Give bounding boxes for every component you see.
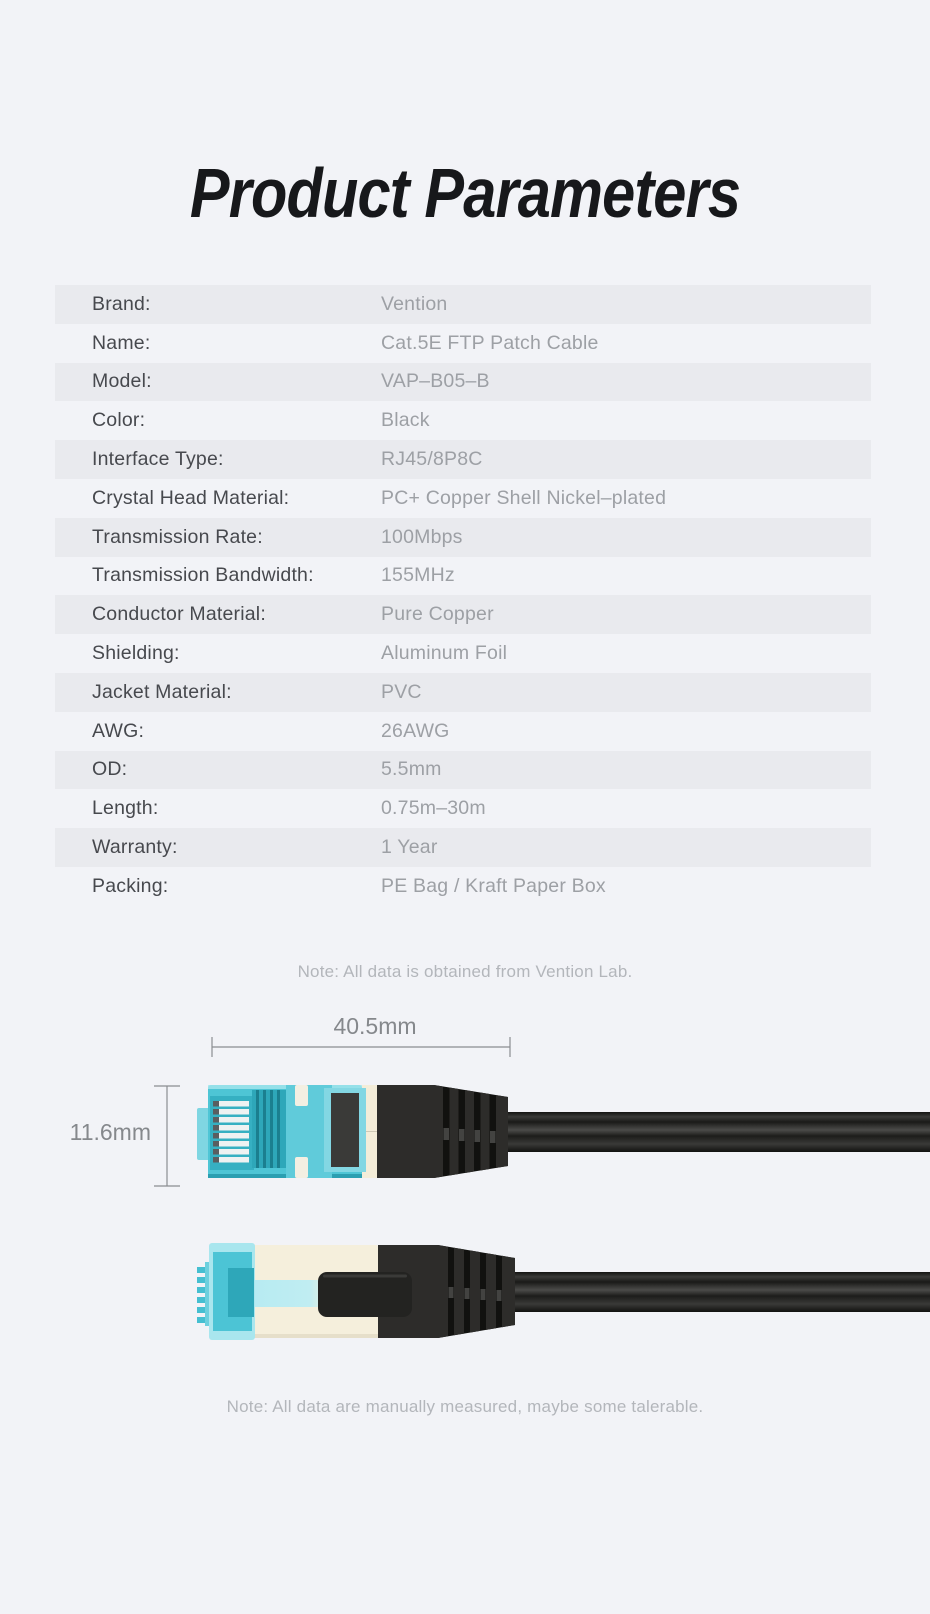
table-row: Interface Type: RJ45/8P8C [55,440,871,479]
table-row: Color: Black [55,401,871,440]
spec-label: OD: [92,758,128,781]
spec-value: Cat.5E FTP Patch Cable [381,331,599,354]
measurement-note: Note: All data are manually measured, ma… [226,1397,704,1416]
spec-label: AWG: [92,719,145,742]
lab-note: Note: All data is obtained from Vention … [297,962,633,981]
table-row: OD: 5.5mm [55,750,871,790]
spec-label: Model: [92,370,152,393]
spec-value: 26AWG [381,719,450,742]
table-row: Length: 0.75m–30m [55,789,871,828]
spec-label: Name: [92,331,151,354]
cable [505,1112,930,1152]
spec-value: 1 Year [381,836,438,859]
spec-label: Interface Type: [92,448,224,471]
table-row: Model: VAP–B05–B [55,362,871,402]
height-dimension-label: 11.6mm [70,1119,151,1145]
rj45-side-view [197,1243,930,1340]
spec-label: Color: [92,409,146,432]
spec-value: Vention [381,292,448,315]
cable [512,1272,930,1312]
spec-label: Conductor Material: [92,603,266,626]
table-row: Brand: Vention [55,285,871,324]
table-row: Shielding: Aluminum Foil [55,634,871,673]
table-row: Packing: PE Bag / Kraft Paper Box [55,867,871,906]
table-row: AWG: 26AWG [55,712,871,751]
table-row: Jacket Material: PVC [55,672,871,712]
spec-value: 100Mbps [381,525,463,548]
spec-value: RJ45/8P8C [381,448,483,471]
page-title: Product Parameters [189,154,741,232]
height-dimension [154,1085,180,1187]
spec-value: PVC [381,680,422,703]
spec-label: Brand: [92,292,151,315]
table-row: Warranty: 1 Year [55,828,871,867]
width-dimension [211,1037,511,1057]
table-row: Transmission Bandwidth: 155MHz [55,557,871,596]
spec-label: Transmission Bandwidth: [92,564,314,587]
spec-table: Brand: Vention Name: Cat.5E FTP Patch Cable… [55,285,871,906]
spec-value: PE Bag / Kraft Paper Box [381,874,606,897]
width-dimension-label: 40.5mm [333,1013,416,1039]
spec-value: PC+ Copper Shell Nickel–plated [381,486,667,509]
spec-value: 155MHz [381,564,455,587]
spec-value: VAP–B05–B [381,370,490,393]
spec-value: Pure Copper [381,603,494,626]
spec-label: Shielding: [92,642,180,665]
spec-value: Black [381,409,430,432]
spec-value: 5.5mm [381,758,442,781]
rj45-top-view [197,1085,930,1178]
spec-label: Packing: [92,874,169,897]
table-row: Crystal Head Material: PC+ Copper Shell N… [55,479,871,518]
spec-label: Transmission Rate: [92,525,263,548]
spec-value: Aluminum Foil [381,642,508,665]
spec-label: Jacket Material: [92,680,232,703]
spec-label: Length: [92,797,159,820]
table-row: Transmission Rate: 100Mbps [55,517,871,557]
spec-value: 0.75m–30m [381,797,486,820]
dimension-diagram: 40.5mm 11.6mm [70,1013,930,1340]
table-row: Conductor Material: Pure Copper [55,595,871,635]
table-row: Name: Cat.5E FTP Patch Cable [55,324,871,363]
spec-label: Warranty: [92,836,178,859]
spec-label: Crystal Head Material: [92,486,290,509]
